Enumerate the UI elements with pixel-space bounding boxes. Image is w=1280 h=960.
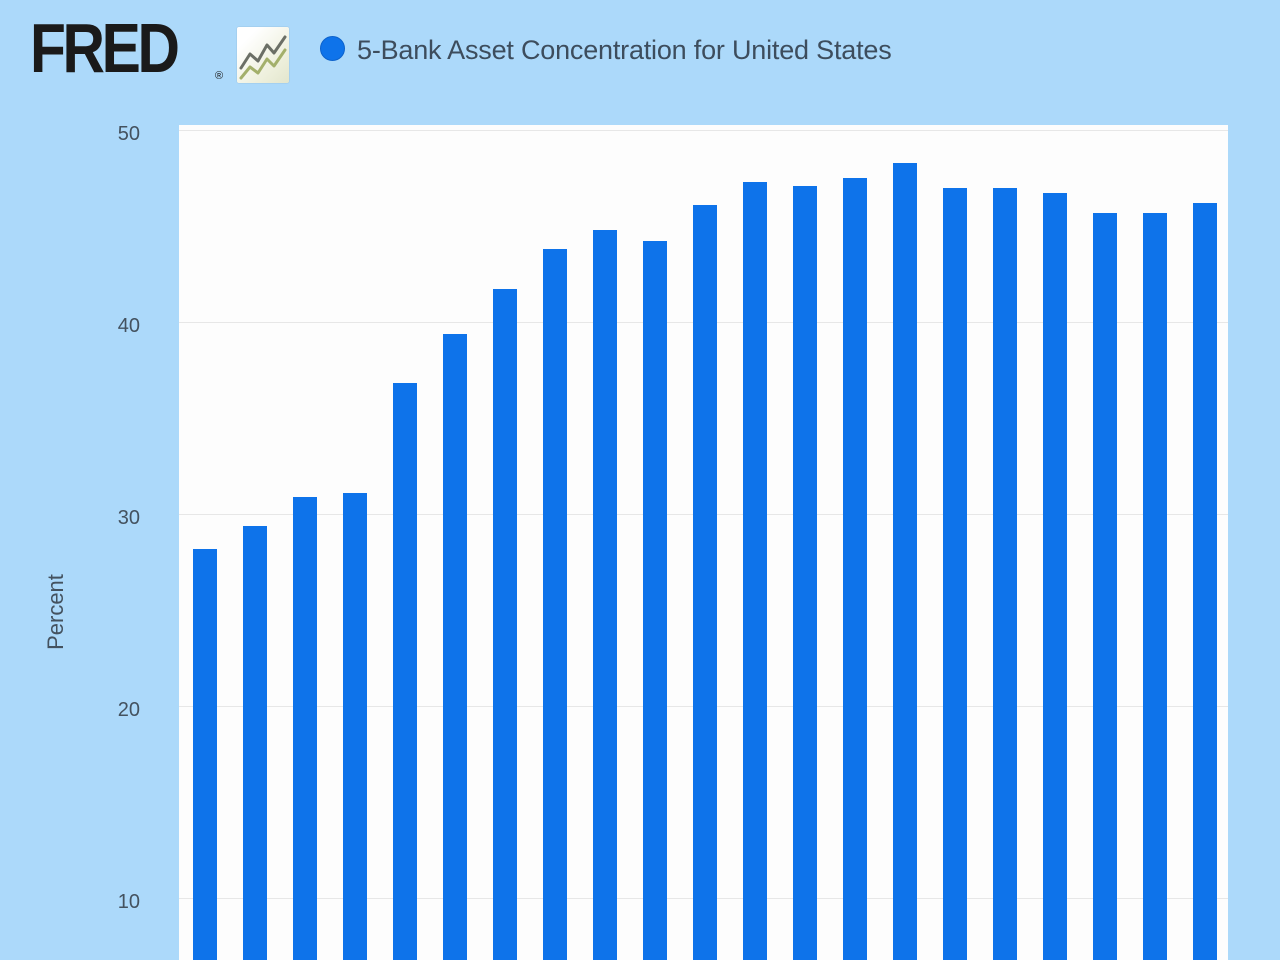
bar[interactable] bbox=[1093, 212, 1117, 960]
y-tick-label: 20 bbox=[117, 699, 140, 721]
plot-area bbox=[179, 125, 1228, 960]
y-tick-label: 40 bbox=[117, 315, 140, 337]
bar[interactable] bbox=[443, 333, 467, 960]
bar[interactable] bbox=[843, 178, 867, 960]
series-legend-marker bbox=[320, 36, 345, 61]
bar[interactable] bbox=[343, 492, 367, 960]
bar[interactable] bbox=[643, 241, 667, 960]
bar[interactable] bbox=[993, 187, 1017, 960]
gridline bbox=[179, 130, 1228, 131]
bar[interactable] bbox=[1043, 193, 1067, 960]
bar[interactable] bbox=[393, 383, 417, 960]
bar[interactable] bbox=[1193, 202, 1217, 960]
bar[interactable] bbox=[693, 204, 717, 960]
fred-logo[interactable]: FRED bbox=[30, 9, 180, 87]
bar[interactable] bbox=[793, 185, 817, 960]
bar[interactable] bbox=[593, 229, 617, 960]
sparkline-graphic bbox=[239, 35, 287, 80]
y-tick-label: 10 bbox=[117, 891, 140, 913]
bar[interactable] bbox=[193, 548, 217, 960]
bar[interactable] bbox=[293, 496, 317, 960]
fred-sparkline-icon bbox=[237, 27, 289, 83]
bar[interactable] bbox=[243, 525, 267, 960]
bar[interactable] bbox=[493, 289, 517, 960]
registered-trademark: ® bbox=[215, 70, 224, 82]
bar[interactable] bbox=[743, 181, 767, 960]
bar[interactable] bbox=[943, 187, 967, 960]
bar[interactable] bbox=[543, 249, 567, 960]
y-tick-label: 30 bbox=[117, 507, 140, 529]
chart-title: 5-Bank Asset Concentration for United St… bbox=[357, 35, 892, 65]
bar[interactable] bbox=[893, 162, 917, 960]
bar[interactable] bbox=[1143, 212, 1167, 960]
y-tick-label: 50 bbox=[117, 123, 140, 145]
y-axis-label: Percent bbox=[43, 574, 68, 650]
